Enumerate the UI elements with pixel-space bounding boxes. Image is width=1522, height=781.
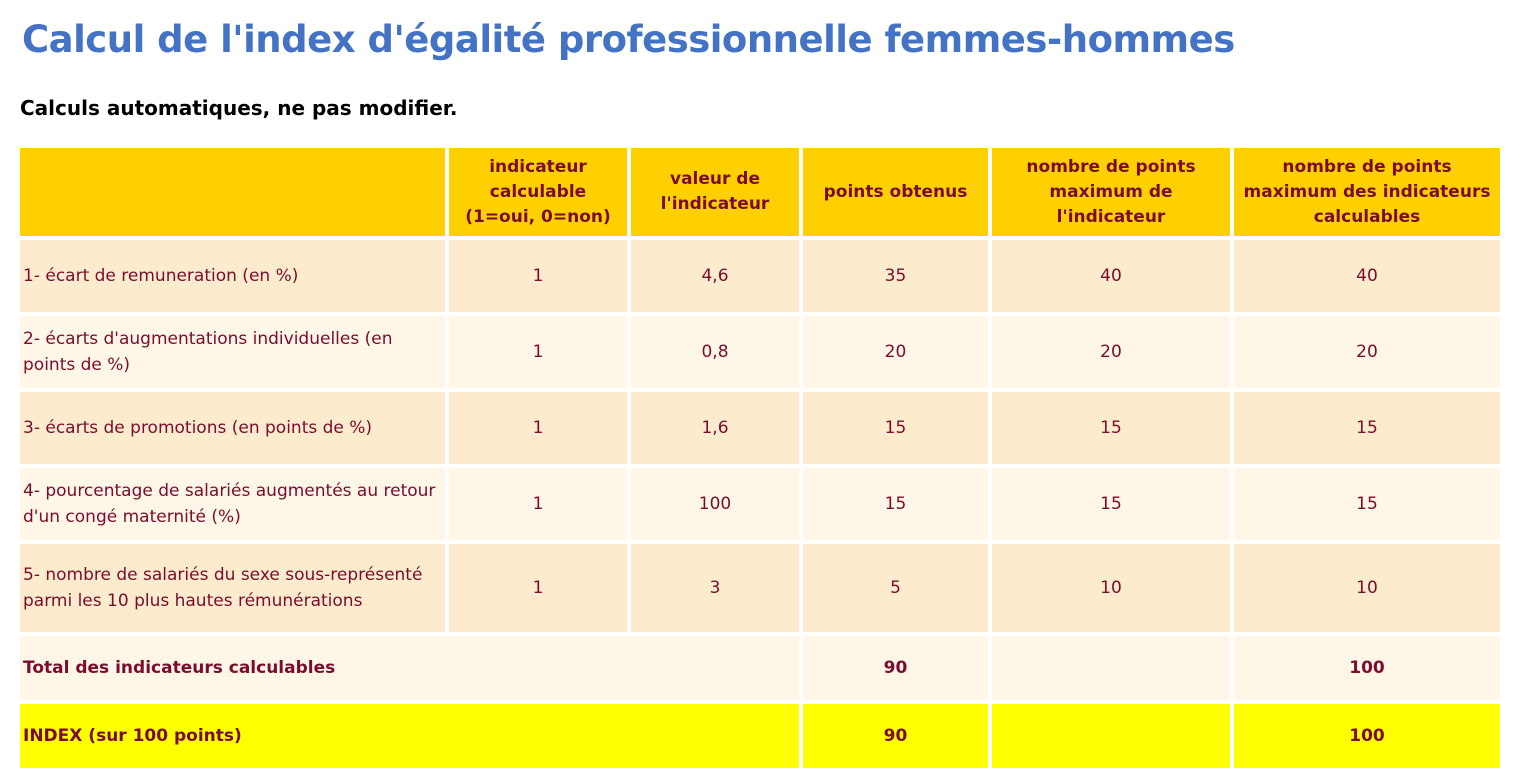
total-max-indicateur <box>988 632 1234 704</box>
table-row: 2- écarts d'augmentations individuelles … <box>16 312 1504 392</box>
cell-points: 20 <box>799 312 992 392</box>
cell-valeur: 3 <box>627 540 803 636</box>
cell-max-indicateur: 15 <box>988 464 1234 544</box>
row-label: 5- nombre de salariés du sexe sous-repré… <box>16 540 449 636</box>
cell-points: 5 <box>799 540 992 636</box>
index-max-calculables: 100 <box>1230 700 1504 772</box>
cell-max-indicateur: 20 <box>988 312 1234 392</box>
page-subtitle: Calculs automatiques, ne pas modifier. <box>20 96 458 120</box>
cell-max-calculables: 15 <box>1230 388 1504 468</box>
header-cell-points: points obtenus <box>799 144 992 240</box>
cell-max-indicateur: 10 <box>988 540 1234 636</box>
cell-max-calculables: 20 <box>1230 312 1504 392</box>
header-cell-valeur: valeur de l'indicateur <box>627 144 803 240</box>
table-row: 4- pourcentage de salariés augmentés au … <box>16 464 1504 544</box>
index-max-indicateur <box>988 700 1234 772</box>
header-cell-max-calculables: nombre de points maximum des indicateurs… <box>1230 144 1504 240</box>
cell-points: 15 <box>799 388 992 468</box>
header-cell-max-indicateur: nombre de points maximum de l'indicateur <box>988 144 1234 240</box>
cell-calculable: 1 <box>445 312 631 392</box>
cell-max-calculables: 10 <box>1230 540 1504 636</box>
cell-calculable: 1 <box>445 540 631 636</box>
cell-valeur: 4,6 <box>627 236 803 316</box>
index-row: INDEX (sur 100 points) 90 100 <box>16 700 1504 772</box>
row-label: 2- écarts d'augmentations individuelles … <box>16 312 449 392</box>
row-label: 4- pourcentage de salariés augmentés au … <box>16 464 449 544</box>
cell-valeur: 1,6 <box>627 388 803 468</box>
table-row: 3- écarts de promotions (en points de %)… <box>16 388 1504 468</box>
cell-max-indicateur: 15 <box>988 388 1234 468</box>
header-cell-label <box>16 144 449 240</box>
cell-points: 35 <box>799 236 992 316</box>
cell-calculable: 1 <box>445 236 631 316</box>
row-label: 1- écart de remuneration (en %) <box>16 236 449 316</box>
cell-calculable: 1 <box>445 464 631 544</box>
total-row: Total des indicateurs calculables 90 100 <box>16 632 1504 704</box>
cell-max-calculables: 40 <box>1230 236 1504 316</box>
cell-max-indicateur: 40 <box>988 236 1234 316</box>
index-points: 90 <box>799 700 992 772</box>
cell-valeur: 100 <box>627 464 803 544</box>
table-row: 5- nombre de salariés du sexe sous-repré… <box>16 540 1504 636</box>
index-table: indicateur calculable (1=oui, 0=non) val… <box>16 144 1504 772</box>
cell-calculable: 1 <box>445 388 631 468</box>
cell-valeur: 0,8 <box>627 312 803 392</box>
total-label: Total des indicateurs calculables <box>16 632 803 704</box>
total-max-calculables: 100 <box>1230 632 1504 704</box>
table-row: 1- écart de remuneration (en %) 1 4,6 35… <box>16 236 1504 316</box>
header-cell-calculable: indicateur calculable (1=oui, 0=non) <box>445 144 631 240</box>
page-title: Calcul de l'index d'égalité professionne… <box>22 18 1235 61</box>
header-row: indicateur calculable (1=oui, 0=non) val… <box>16 144 1504 240</box>
total-points: 90 <box>799 632 992 704</box>
index-label: INDEX (sur 100 points) <box>16 700 803 772</box>
cell-points: 15 <box>799 464 992 544</box>
row-label: 3- écarts de promotions (en points de %) <box>16 388 449 468</box>
cell-max-calculables: 15 <box>1230 464 1504 544</box>
